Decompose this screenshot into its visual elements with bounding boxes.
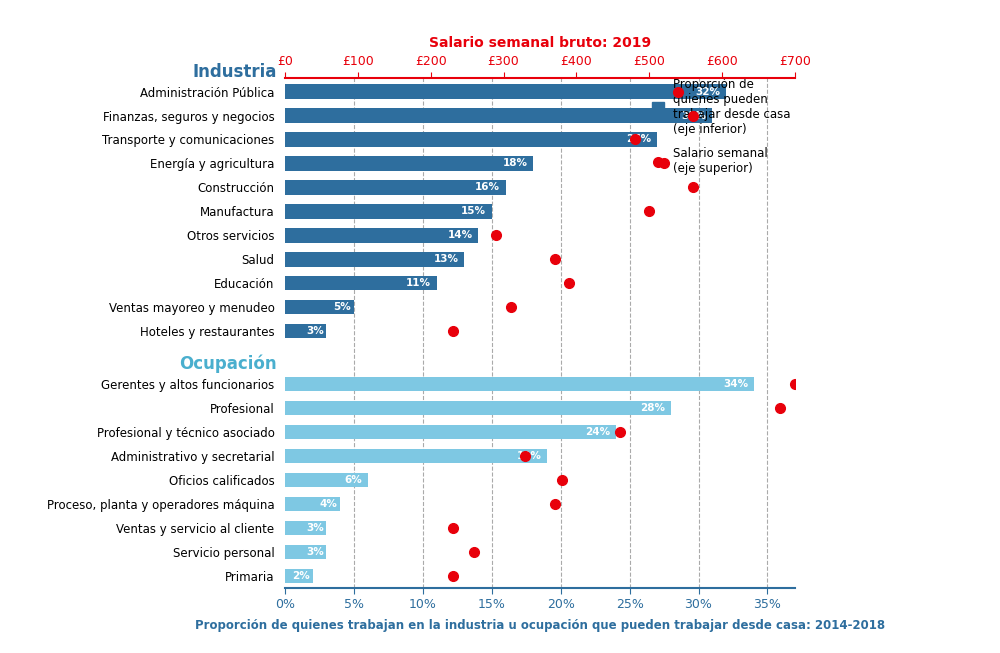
Bar: [285, 377, 754, 391]
Text: 2%: 2%: [292, 571, 310, 581]
Bar: [285, 497, 340, 511]
Text: Industria: Industria: [192, 63, 277, 81]
Bar: [285, 449, 547, 463]
Bar: [285, 84, 726, 99]
Text: 16%: 16%: [475, 182, 500, 193]
Text: 3%: 3%: [306, 523, 324, 533]
Text: 3%: 3%: [306, 547, 324, 557]
Bar: [285, 276, 437, 291]
Bar: [285, 204, 492, 219]
Bar: [285, 156, 533, 170]
Text: 27%: 27%: [627, 135, 652, 144]
Bar: [285, 108, 712, 123]
Text: 34%: 34%: [723, 379, 748, 389]
Text: 11%: 11%: [406, 278, 431, 288]
Bar: [285, 424, 616, 439]
Text: 31%: 31%: [682, 110, 707, 121]
Bar: [285, 569, 313, 583]
Bar: [285, 180, 506, 195]
Text: 4%: 4%: [320, 499, 337, 509]
X-axis label: Salario semanal bruto: 2019: Salario semanal bruto: 2019: [429, 36, 651, 50]
Text: 13%: 13%: [434, 254, 459, 264]
Text: 19%: 19%: [517, 451, 541, 461]
Text: 6%: 6%: [344, 475, 362, 485]
Text: 15%: 15%: [461, 206, 486, 216]
Bar: [285, 473, 368, 487]
Legend: Proporción de
quienes pueden
trabajar desde casa
(eje inferior), Salario semanal: Proporción de quienes pueden trabajar de…: [648, 74, 794, 179]
Bar: [285, 133, 657, 147]
Bar: [285, 300, 354, 315]
Bar: [285, 252, 464, 266]
Bar: [285, 545, 326, 559]
Text: 24%: 24%: [585, 427, 610, 437]
Bar: [285, 228, 478, 242]
Text: 18%: 18%: [503, 159, 528, 168]
Bar: [285, 520, 326, 535]
X-axis label: Proporción de quienes trabajan en la industria u ocupación que pueden trabajar d: Proporción de quienes trabajan en la ind…: [195, 620, 885, 633]
Text: 5%: 5%: [333, 302, 351, 312]
Text: 3%: 3%: [306, 326, 324, 336]
Bar: [285, 401, 671, 415]
Text: 28%: 28%: [640, 403, 665, 413]
Text: 32%: 32%: [696, 87, 721, 97]
Text: Ocupación: Ocupación: [179, 355, 277, 373]
Text: 14%: 14%: [447, 231, 472, 240]
Bar: [285, 324, 326, 338]
